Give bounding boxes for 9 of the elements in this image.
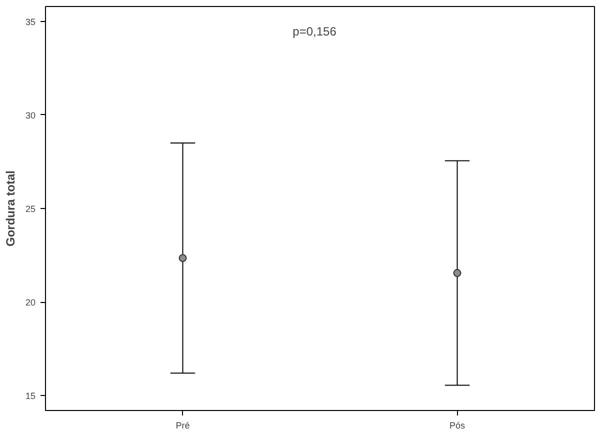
y-axis-title: Gordura total <box>3 170 18 246</box>
annotation: p=0,156 <box>292 24 337 38</box>
x-tick-label: Pré <box>176 420 190 430</box>
x-tick-label: Pós <box>449 420 466 430</box>
y-tick-label: 20 <box>25 298 36 308</box>
y-tick-label: 15 <box>25 391 36 402</box>
y-tick-label: 35 <box>25 16 36 27</box>
y-tick-label: 30 <box>25 110 36 120</box>
y-tick-label: 25 <box>25 204 36 214</box>
